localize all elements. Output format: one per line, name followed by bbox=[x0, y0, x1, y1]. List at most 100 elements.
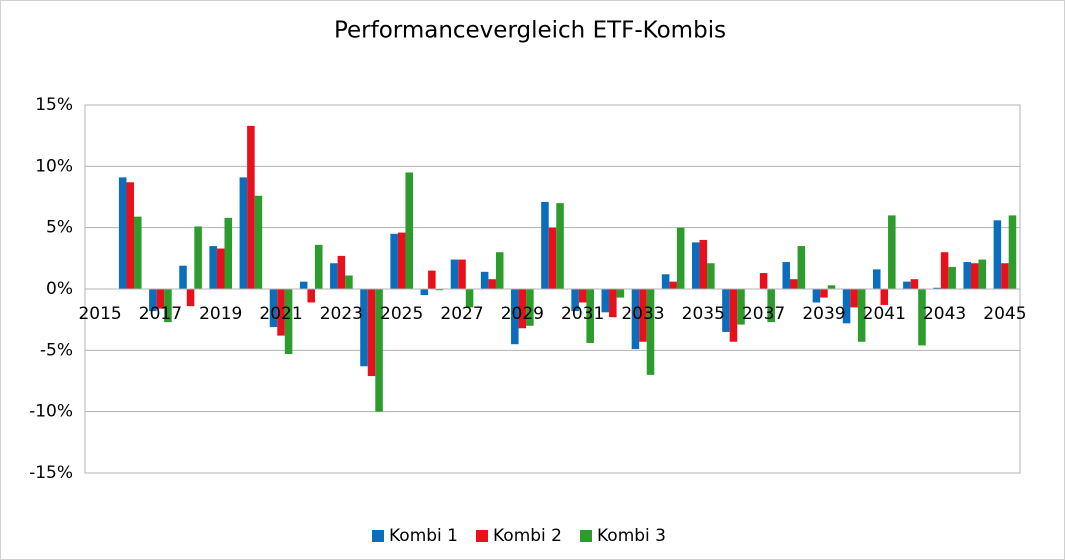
legend-swatch bbox=[372, 530, 384, 542]
bar bbox=[963, 262, 971, 289]
x-tick-label: 2033 bbox=[621, 304, 664, 324]
bar bbox=[850, 289, 858, 308]
y-tick-label: 5% bbox=[46, 218, 73, 238]
bar bbox=[970, 263, 979, 289]
bar bbox=[495, 252, 504, 289]
bar bbox=[330, 263, 338, 289]
bar bbox=[428, 270, 436, 289]
bar bbox=[646, 289, 655, 375]
bar bbox=[405, 172, 414, 289]
bar bbox=[601, 289, 610, 313]
bar bbox=[239, 177, 248, 289]
bar bbox=[126, 182, 135, 289]
bar bbox=[729, 289, 738, 342]
bar bbox=[435, 289, 444, 291]
bar bbox=[134, 216, 142, 289]
bar bbox=[827, 285, 836, 289]
bar bbox=[586, 289, 594, 343]
bar bbox=[156, 289, 165, 309]
bar bbox=[367, 289, 376, 377]
bar bbox=[759, 273, 768, 289]
bar bbox=[820, 289, 828, 298]
x-tick-label: 2023 bbox=[320, 304, 363, 324]
bar bbox=[1001, 263, 1009, 289]
bar bbox=[224, 217, 233, 289]
bar bbox=[993, 220, 1002, 289]
x-tick-label: 2027 bbox=[440, 304, 483, 324]
bar bbox=[578, 289, 587, 303]
legend-label: Kombi 3 bbox=[597, 526, 666, 546]
bar bbox=[216, 248, 225, 289]
bar bbox=[314, 244, 323, 289]
bar bbox=[164, 289, 172, 323]
bar bbox=[790, 279, 798, 289]
bar bbox=[179, 265, 187, 289]
x-tick-label: 2035 bbox=[682, 304, 725, 324]
x-tick-label: 2029 bbox=[501, 304, 544, 324]
x-tick-label: 2045 bbox=[983, 304, 1026, 324]
bar bbox=[842, 289, 851, 324]
bar bbox=[903, 281, 911, 289]
bar bbox=[458, 259, 466, 289]
bar bbox=[337, 255, 346, 289]
bar bbox=[910, 279, 919, 289]
bar bbox=[397, 232, 406, 289]
bar bbox=[631, 289, 640, 350]
x-tick-label: 2043 bbox=[923, 304, 966, 324]
bar bbox=[948, 266, 956, 289]
bar bbox=[888, 215, 896, 289]
bar bbox=[488, 279, 496, 289]
bar bbox=[812, 289, 821, 303]
bar bbox=[669, 281, 677, 289]
bar bbox=[541, 201, 549, 289]
bar bbox=[186, 289, 195, 307]
y-tick-label: 10% bbox=[35, 156, 73, 176]
bar bbox=[375, 289, 383, 412]
bar bbox=[880, 289, 889, 305]
bar bbox=[707, 263, 715, 289]
x-tick-label: 2019 bbox=[199, 304, 242, 324]
legend-label: Kombi 2 bbox=[493, 526, 562, 546]
bar bbox=[118, 177, 127, 289]
bar bbox=[149, 289, 157, 312]
bar bbox=[782, 262, 791, 289]
bar bbox=[767, 289, 775, 323]
bar bbox=[247, 125, 255, 289]
bar bbox=[918, 289, 926, 346]
chart-title: Performancevergleich ETF-Kombis bbox=[334, 18, 726, 44]
y-tick-label: 0% bbox=[46, 279, 73, 299]
bar bbox=[299, 281, 308, 289]
bar bbox=[556, 203, 564, 289]
bar bbox=[518, 289, 527, 329]
y-tick-label: -5% bbox=[40, 340, 73, 360]
bar bbox=[209, 246, 217, 289]
bar bbox=[691, 242, 700, 289]
bar bbox=[1008, 215, 1017, 289]
bar bbox=[978, 259, 987, 289]
x-tick-label: 2037 bbox=[742, 304, 785, 324]
bar bbox=[194, 226, 202, 289]
x-tick-label: 2039 bbox=[802, 304, 845, 324]
x-tick-label: 2015 bbox=[78, 304, 121, 324]
bar bbox=[737, 289, 745, 325]
bar bbox=[420, 289, 429, 296]
x-tick-label: 2021 bbox=[259, 304, 302, 324]
legend-swatch bbox=[580, 530, 592, 542]
legend-label: Kombi 1 bbox=[389, 526, 458, 546]
bar bbox=[511, 289, 519, 345]
bar bbox=[661, 274, 670, 289]
bar bbox=[254, 195, 263, 289]
bar bbox=[933, 287, 941, 289]
bar bbox=[548, 227, 557, 289]
y-tick-label: 15% bbox=[35, 95, 73, 115]
bar bbox=[857, 289, 866, 342]
bar bbox=[526, 289, 534, 326]
bar bbox=[284, 289, 293, 355]
bar bbox=[571, 289, 579, 312]
bar bbox=[872, 269, 881, 289]
bar bbox=[307, 289, 315, 303]
x-tick-label: 2041 bbox=[863, 304, 906, 324]
bar bbox=[390, 233, 398, 289]
bar bbox=[797, 246, 806, 289]
